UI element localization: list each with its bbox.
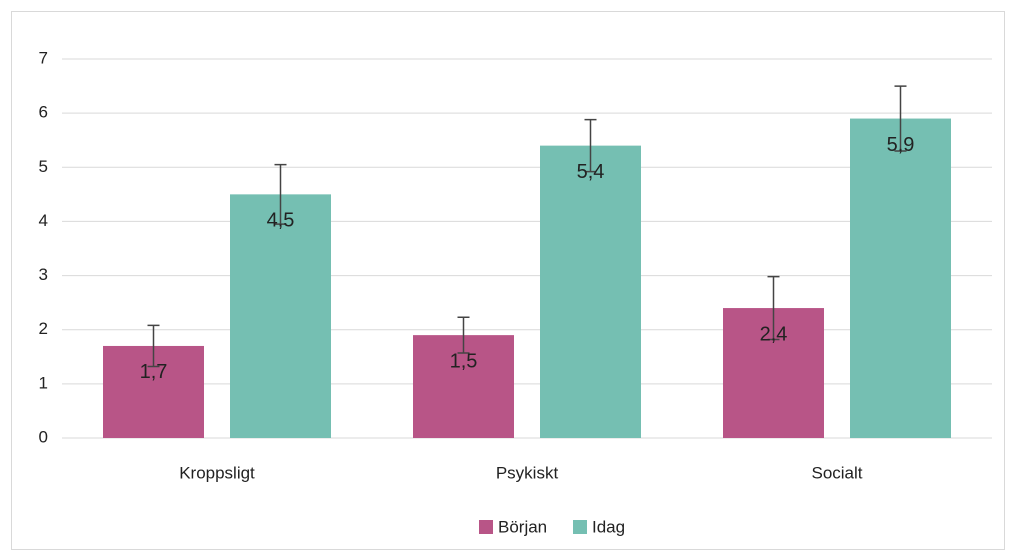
legend-swatch — [573, 520, 587, 534]
y-tick-label: 1 — [39, 373, 48, 392]
x-tick-label: Kroppsligt — [179, 463, 255, 482]
error-bar — [584, 118, 597, 173]
data-label: 4,5 — [267, 210, 295, 232]
error-bar — [274, 163, 287, 225]
bar — [540, 145, 641, 438]
error-bar — [894, 85, 907, 152]
data-label: 2,4 — [760, 323, 788, 345]
error-bar — [147, 324, 160, 368]
legend-label: Idag — [592, 517, 625, 536]
x-tick-label: Psykiskt — [496, 463, 559, 482]
bar — [850, 118, 951, 439]
y-tick-label: 5 — [39, 157, 48, 176]
y-tick-label: 2 — [39, 319, 48, 338]
chart-border — [11, 11, 1005, 550]
legend-label: Början — [498, 517, 547, 536]
error-bar — [767, 275, 780, 341]
y-tick-label: 4 — [39, 211, 48, 230]
y-tick-label: 3 — [39, 265, 48, 284]
x-tick-label: Socialt — [811, 463, 862, 482]
data-label: 1,7 — [140, 361, 168, 383]
data-label: 5,9 — [887, 134, 915, 156]
y-tick-label: 6 — [39, 103, 48, 122]
error-bar — [457, 316, 470, 354]
data-label: 1,5 — [450, 350, 478, 372]
data-label: 5,4 — [577, 161, 605, 183]
bar — [230, 194, 331, 438]
legend-swatch — [479, 520, 493, 534]
y-tick-label: 7 — [39, 48, 48, 67]
y-tick-label: 0 — [39, 427, 48, 446]
